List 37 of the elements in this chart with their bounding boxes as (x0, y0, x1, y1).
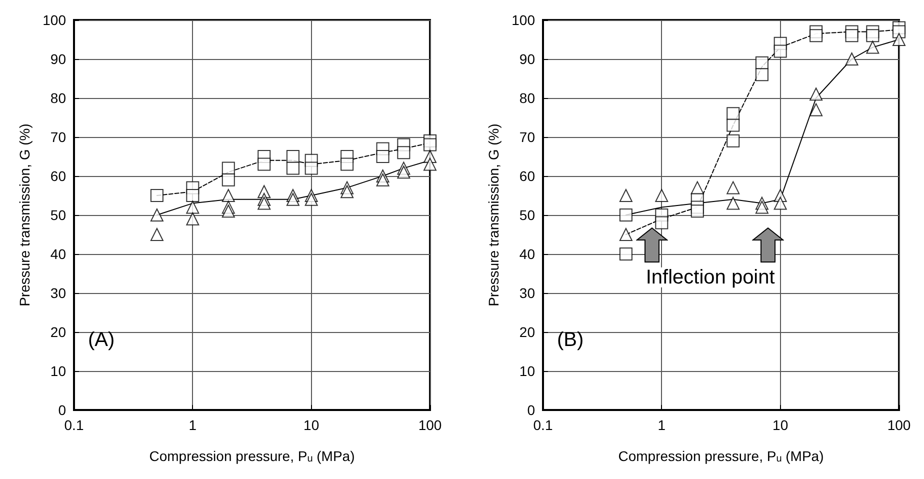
x-tick-label: 100 (418, 417, 442, 433)
y-axis-title: Pressure transmission, G (%) (16, 124, 33, 306)
y-tick-label: 0 (58, 402, 66, 418)
y-tick-label: 10 (50, 363, 66, 379)
x-tick-label: 10 (772, 417, 788, 433)
x-axis-title: Compression pressure, Pu (MPa) (618, 448, 824, 464)
x-tick-label: 100 (887, 417, 911, 433)
y-tick-label: 80 (519, 90, 536, 106)
x-tick-label: 1 (188, 417, 197, 433)
y-tick-label: 70 (519, 129, 536, 145)
x-tick-label: 0.1 (533, 417, 553, 433)
y-tick-label: 30 (519, 285, 536, 301)
y-tick-label: 0 (527, 402, 536, 418)
y-tick-label: 50 (519, 207, 536, 223)
y-tick-label: 70 (50, 129, 66, 145)
annotation: Inflection point (646, 266, 776, 288)
y-tick-label: 10 (519, 363, 536, 379)
y-tick-label: 60 (519, 168, 536, 184)
y-tick-label: 50 (50, 207, 66, 223)
annotation: (B) (557, 329, 584, 351)
y-tick-label: 90 (50, 51, 66, 67)
y-tick-label: 90 (519, 51, 536, 67)
annotation: (A) (88, 329, 115, 351)
y-tick-label: 100 (512, 12, 536, 28)
y-axis-title: Pressure transmission, G (%) (486, 124, 502, 306)
y-tick-label: 60 (50, 168, 66, 184)
y-tick-label: 100 (42, 12, 66, 28)
x-tick-label: 10 (304, 417, 320, 433)
y-tick-label: 80 (50, 90, 66, 106)
y-tick-label: 40 (50, 246, 66, 262)
x-tick-label: 1 (658, 417, 666, 433)
y-tick-label: 40 (519, 246, 536, 262)
y-tick-label: 20 (519, 324, 536, 340)
y-tick-label: 20 (50, 324, 66, 340)
x-axis-title: Compression pressure, Pu (MPa) (149, 448, 355, 464)
x-tick-label: 0.1 (64, 417, 84, 433)
y-tick-label: 30 (50, 285, 66, 301)
